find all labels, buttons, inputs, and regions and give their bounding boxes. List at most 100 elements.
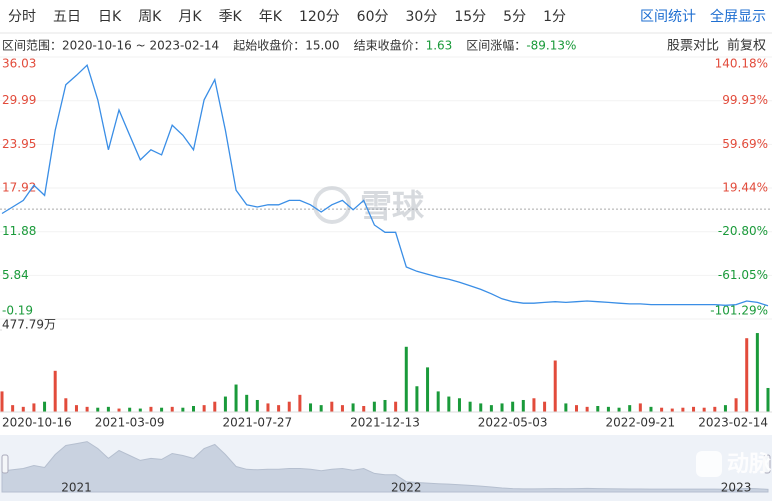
watermark-text: 雪球 [360, 187, 425, 225]
volume-bar [351, 403, 355, 412]
navigator-label: 2021 [61, 481, 92, 495]
volume-bar [330, 401, 334, 412]
volume-bar [692, 406, 696, 412]
navigator-handle[interactable] [1, 454, 9, 474]
volume-bar [660, 407, 664, 412]
info-link[interactable]: 股票对比 [667, 39, 719, 54]
info-link[interactable]: 前复权 [727, 38, 766, 54]
tab-link[interactable]: 区间统计 [640, 9, 696, 25]
volume-bar [596, 405, 600, 412]
volume-bar [234, 384, 238, 412]
x-tick-label: 2021-12-13 [350, 416, 420, 430]
volume-bar [543, 401, 547, 412]
info-label: 区间范围： [2, 39, 62, 53]
y2-tick-label: 19.44% [722, 181, 768, 195]
volume-bar [0, 391, 4, 412]
volume-bar [277, 405, 281, 412]
volume-bar [532, 398, 536, 412]
volume-bar [149, 406, 153, 412]
volume-bar [383, 399, 387, 412]
volume-bar [606, 406, 610, 412]
volume-bar [64, 398, 68, 412]
navigator-handle[interactable] [763, 454, 771, 474]
tab[interactable]: 日K [98, 9, 122, 25]
volume-bar [223, 396, 227, 412]
volume-bar [426, 367, 430, 412]
volume-bar [617, 407, 621, 412]
volume-bar [553, 360, 557, 412]
volume-bar [468, 401, 472, 412]
volume-bar [511, 401, 515, 412]
volume-bar [213, 401, 217, 412]
volume-bar [319, 405, 323, 412]
volume-bar [628, 405, 632, 412]
volume-bar [766, 387, 770, 412]
navigator-area [1, 441, 769, 493]
info-value: -89.13% [526, 39, 576, 53]
tab[interactable]: 季K [219, 9, 243, 25]
watermark-logo [313, 186, 351, 224]
volume-bar [500, 403, 504, 412]
volume-bar [74, 405, 78, 412]
y-tick-label: 5.84 [2, 268, 29, 282]
tab[interactable]: 五日 [53, 9, 81, 25]
y-tick-label: 11.88 [2, 224, 36, 238]
volume-bar [287, 401, 291, 412]
x-tick-label: 2022-09-21 [605, 416, 675, 430]
y2-tick-label: -61.05% [718, 268, 768, 282]
x-tick-label: 2020-10-16 [2, 416, 72, 430]
tab-link[interactable]: 全屏显示 [710, 8, 766, 25]
tab[interactable]: 月K [178, 9, 202, 25]
y-tick-label: 36.03 [2, 57, 36, 71]
volume-bar [170, 406, 174, 412]
volume-bar [372, 401, 376, 412]
y2-tick-label: 59.69% [722, 137, 768, 151]
tab[interactable]: 30分 [406, 9, 438, 25]
tab[interactable]: 周K [138, 9, 162, 25]
x-tick-label: 2021-03-09 [95, 416, 165, 430]
volume-bar [755, 333, 759, 412]
y2-tick-label: 140.18% [715, 57, 768, 71]
volume-bar [160, 407, 164, 412]
volume-bar [117, 408, 121, 412]
tab[interactable]: 年K [259, 9, 283, 25]
info-label: 起始收盘价： [233, 38, 305, 53]
volume-bar [32, 403, 36, 412]
volume-bar [181, 407, 185, 412]
volume-bar [404, 346, 408, 412]
tab[interactable]: 分时 [8, 9, 36, 25]
y-tick-label: 23.95 [2, 137, 36, 151]
volume-bar [255, 399, 259, 412]
volume-bar [266, 403, 270, 412]
volume-bar [11, 405, 15, 412]
volume-bar [681, 407, 685, 412]
volume-bar [575, 405, 578, 412]
y-tick-label: -0.19 [2, 304, 33, 318]
info-value: 15.00 [305, 39, 339, 53]
volume-bar [649, 406, 653, 412]
volume-bar [245, 394, 249, 412]
volume-bar [192, 405, 195, 412]
info-value: 2020-10-16 ~ 2023-02-14 [62, 39, 219, 53]
tab[interactable]: 60分 [357, 9, 389, 25]
volume-bar [202, 405, 206, 412]
volume-bar [106, 406, 110, 412]
y-tick-label: 17.92 [2, 181, 36, 195]
tab[interactable]: 5分 [503, 9, 526, 25]
x-tick-label: 2021-07-27 [222, 416, 292, 430]
navigator-label: 2022 [391, 481, 422, 495]
tab[interactable]: 120分 [299, 9, 340, 25]
volume-bar [479, 403, 483, 412]
tab[interactable]: 1分 [543, 9, 566, 25]
volume-bar [43, 401, 47, 412]
x-tick-label: 2022-05-03 [478, 416, 548, 430]
source-watermark: 动脉网 [696, 451, 772, 477]
volume-bar [436, 391, 440, 412]
volume-bar [415, 386, 419, 412]
tab[interactable]: 15分 [454, 9, 486, 25]
volume-bar [638, 403, 642, 412]
price-line [1, 64, 769, 307]
info-label: 区间涨幅： [466, 38, 526, 53]
